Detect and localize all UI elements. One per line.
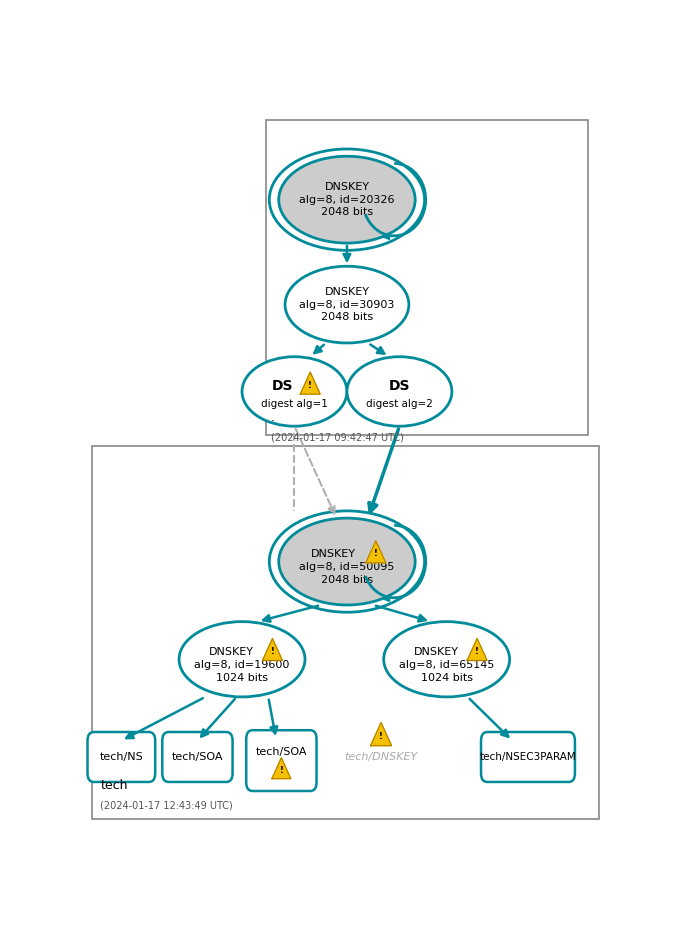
Ellipse shape xyxy=(179,621,305,697)
Text: !: ! xyxy=(374,550,378,558)
FancyArrowPatch shape xyxy=(376,605,426,621)
Text: !: ! xyxy=(475,647,479,656)
Text: DS: DS xyxy=(272,379,294,393)
Polygon shape xyxy=(263,638,282,661)
FancyArrowPatch shape xyxy=(127,698,203,738)
Ellipse shape xyxy=(242,356,347,426)
FancyArrowPatch shape xyxy=(384,595,391,601)
Text: alg=8, id=19600: alg=8, id=19600 xyxy=(194,660,290,670)
Text: 1024 bits: 1024 bits xyxy=(216,673,268,683)
Text: .: . xyxy=(271,411,275,424)
Text: DNSKEY
alg=8, id=20326
2048 bits: DNSKEY alg=8, id=20326 2048 bits xyxy=(299,181,395,217)
Text: tech/SOA: tech/SOA xyxy=(256,747,307,757)
FancyArrowPatch shape xyxy=(296,429,334,513)
Polygon shape xyxy=(370,723,391,745)
Text: (2024-01-17 09:42:47 UTC): (2024-01-17 09:42:47 UTC) xyxy=(271,432,403,443)
Text: !: ! xyxy=(271,647,274,656)
Text: (2024-01-17 12:43:49 UTC): (2024-01-17 12:43:49 UTC) xyxy=(100,801,233,810)
Ellipse shape xyxy=(347,356,452,426)
Polygon shape xyxy=(272,758,291,778)
Text: 1024 bits: 1024 bits xyxy=(420,673,473,683)
Text: tech: tech xyxy=(100,778,128,791)
Polygon shape xyxy=(366,540,386,563)
Text: alg=8, id=65145: alg=8, id=65145 xyxy=(399,660,494,670)
Text: !: ! xyxy=(379,732,383,741)
Text: tech/DNSKEY: tech/DNSKEY xyxy=(345,752,418,762)
FancyArrowPatch shape xyxy=(269,699,277,733)
Polygon shape xyxy=(301,372,320,394)
Text: DNSKEY
alg=8, id=30903
2048 bits: DNSKEY alg=8, id=30903 2048 bits xyxy=(299,287,395,322)
FancyArrowPatch shape xyxy=(470,698,508,737)
Text: 2048 bits: 2048 bits xyxy=(321,575,373,586)
FancyBboxPatch shape xyxy=(265,120,588,435)
FancyArrowPatch shape xyxy=(201,699,235,737)
Text: digest alg=1: digest alg=1 xyxy=(261,400,328,410)
Text: DNSKEY: DNSKEY xyxy=(209,647,254,657)
FancyBboxPatch shape xyxy=(481,732,575,782)
Ellipse shape xyxy=(285,266,409,343)
Text: DS: DS xyxy=(389,379,410,393)
FancyBboxPatch shape xyxy=(162,732,233,782)
Text: tech/NSEC3PARAM: tech/NSEC3PARAM xyxy=(479,752,576,762)
FancyArrowPatch shape xyxy=(263,605,318,621)
FancyArrowPatch shape xyxy=(369,429,399,511)
FancyArrowPatch shape xyxy=(344,246,350,260)
Text: DNSKEY: DNSKEY xyxy=(311,549,356,559)
Text: tech/NS: tech/NS xyxy=(100,752,144,762)
Ellipse shape xyxy=(279,518,415,605)
Text: DNSKEY: DNSKEY xyxy=(414,647,458,657)
Ellipse shape xyxy=(279,156,415,243)
FancyBboxPatch shape xyxy=(87,732,155,782)
Text: tech/SOA: tech/SOA xyxy=(172,752,223,762)
FancyBboxPatch shape xyxy=(93,446,599,819)
Text: alg=8, id=50095: alg=8, id=50095 xyxy=(299,562,395,572)
Text: digest alg=2: digest alg=2 xyxy=(366,400,433,410)
FancyArrowPatch shape xyxy=(314,345,324,353)
FancyArrowPatch shape xyxy=(370,344,385,353)
Polygon shape xyxy=(467,638,487,661)
FancyArrowPatch shape xyxy=(384,233,391,239)
Text: !: ! xyxy=(280,766,283,775)
Text: !: ! xyxy=(308,381,312,390)
Ellipse shape xyxy=(384,621,510,697)
FancyBboxPatch shape xyxy=(246,730,317,791)
